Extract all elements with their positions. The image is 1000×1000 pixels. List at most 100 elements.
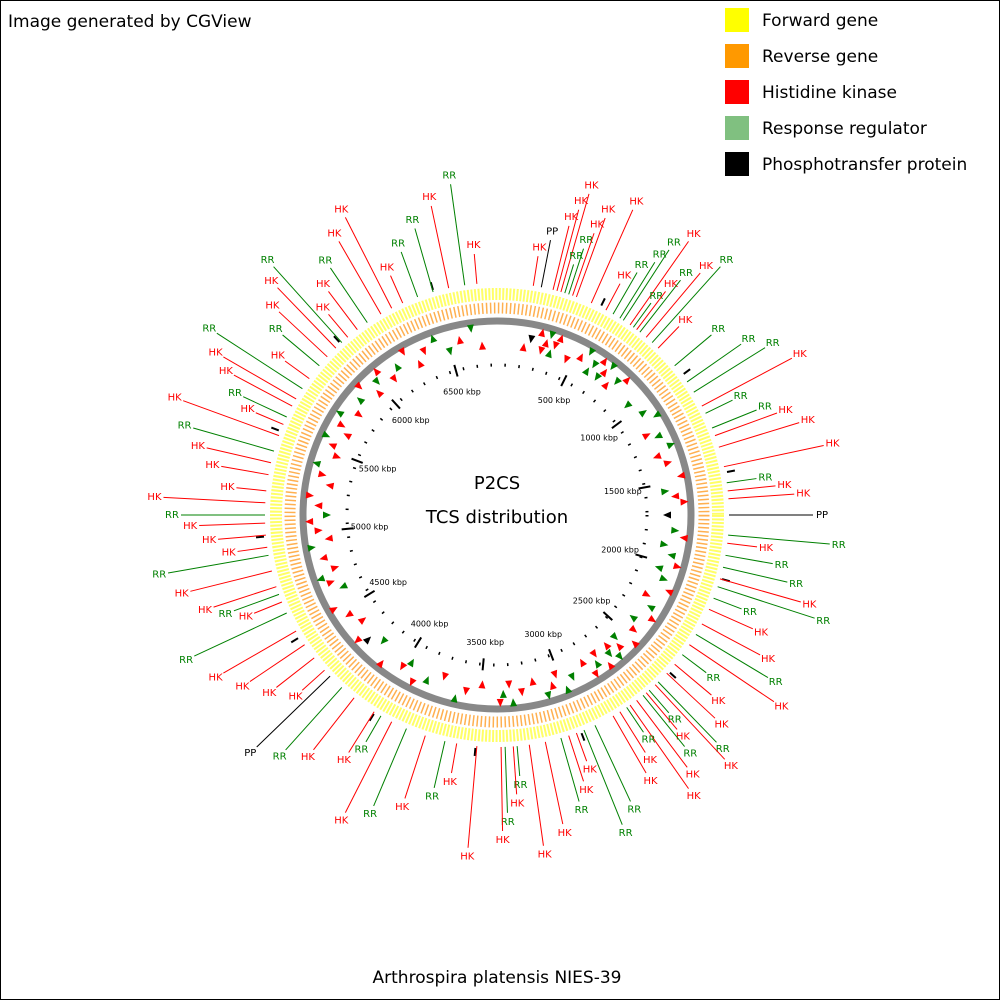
feature-marker [671,492,680,500]
feature-marker [400,661,408,671]
scale-tick [602,611,613,621]
feature-line [301,669,325,691]
scale-tick-label: 4000 kbp [411,619,449,628]
feature-line [467,746,478,848]
feature-label: HK [380,262,395,273]
scale-tick [391,399,401,410]
scale-tick-label: 2500 kbp [573,597,611,606]
scale-tick [481,658,485,671]
feature-label: PP [816,510,828,521]
feature-line [450,184,466,286]
feature-marker [550,681,557,691]
feature-label: HK [584,180,599,191]
feature-marker [654,431,664,439]
feature-label: HK [574,196,589,207]
feature-marker [550,669,558,679]
feature-label: HK [175,588,190,599]
feature-line [645,692,678,730]
feature-line [657,681,717,743]
feature-line [277,287,337,349]
feature-line [701,357,793,407]
feature-marker [335,410,345,418]
outer-tick [290,637,299,644]
feature-marker [528,334,536,344]
feature-marker [653,410,662,418]
feature-marker [599,357,608,367]
feature-label: HK [316,302,331,313]
feature-label: HK [774,702,789,713]
feature-marker [466,324,474,333]
feature-label: HK [579,785,594,796]
feature-label: RR [391,238,405,249]
feature-label: HK [825,439,840,450]
feature-label: HK [796,488,811,499]
feature-label: HK [289,691,304,702]
feature-label: HK [264,276,279,287]
feature-label: HK [778,405,793,416]
feature-marker [371,376,380,385]
feature-line [273,266,343,343]
feature-line [674,334,712,367]
feature-line [629,704,689,789]
legend-swatch [725,152,749,176]
feature-marker [591,669,599,678]
feature-line [568,248,585,295]
feature-line [605,283,621,311]
feature-line [590,209,634,304]
outer-tick [683,368,691,375]
feature-marker [680,498,689,506]
feature-line [221,465,269,476]
feature-label: HK [643,755,658,766]
feature-marker [659,574,668,582]
feature-label: RR [575,805,589,816]
feature-label: HK [496,835,511,846]
scale-tick [560,374,568,387]
scale-tick-label: 2000 kbp [601,546,639,555]
feature-marker [672,562,682,570]
feature-marker [544,349,552,359]
feature-line [560,193,590,293]
feature-label: RR [579,235,593,246]
feature-line [400,251,419,298]
feature-label: RR [653,250,667,261]
feature-marker [445,346,453,356]
feature-label: HK [466,240,481,251]
feature-label: HK [239,612,254,623]
feature-marker [305,491,315,499]
feature-label: HK [460,852,475,863]
feature-marker [592,359,600,369]
feature-marker [389,373,398,383]
feature-line [163,496,266,504]
feature-marker [323,511,331,519]
feature-line [404,735,426,799]
feature-label: RR [627,805,641,816]
feature-line [636,291,666,331]
feature-line [552,225,570,290]
feature-line [328,291,358,331]
feature-line [681,654,707,674]
feature-line [344,217,393,309]
feature-marker [517,687,525,697]
feature-line [612,272,638,315]
feature-marker [479,341,487,350]
feature-line [256,675,331,748]
feature-marker [406,658,414,668]
feature-marker [581,367,590,377]
feature-line [473,253,478,284]
legend-swatch [725,8,749,32]
feature-line [575,217,606,298]
feature-marker [589,347,597,356]
feature-marker [604,648,613,658]
feature-line [344,721,393,813]
feature-marker [418,359,425,369]
feature-line [714,412,778,437]
feature-line [223,356,297,400]
feature-marker [373,367,382,377]
feature-label: RR [405,215,419,226]
feature-label: HK [510,798,525,809]
feature-label: HK [678,315,693,326]
feature-line [727,542,758,548]
feature-label: HK [644,776,659,787]
feature-marker [330,565,340,573]
feature-line [216,332,303,390]
